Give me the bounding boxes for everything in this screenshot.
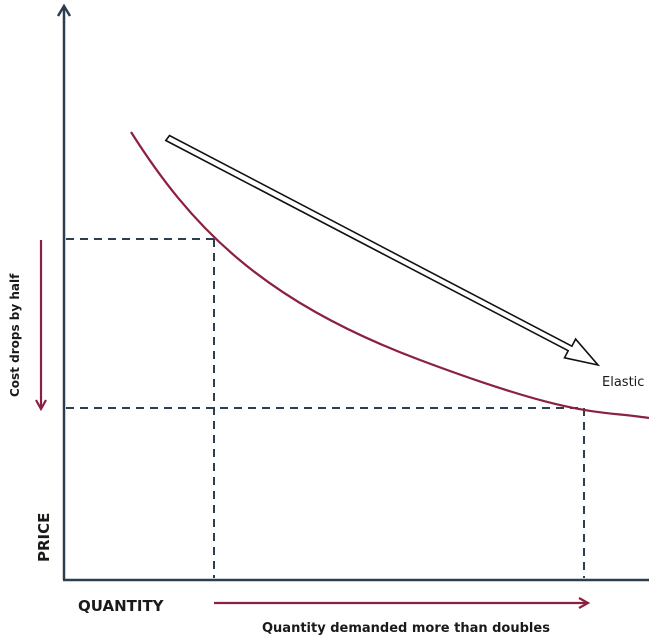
x-axis-label: QUANTITY [78, 597, 165, 615]
curve-label: Elastic [602, 375, 644, 390]
quantity-change-arrowhead [578, 597, 591, 609]
y-axis-arrowhead [56, 3, 72, 17]
price-change-label: Cost drops by half [8, 273, 22, 397]
demand-curve [130, 131, 649, 420]
price-change-arrowhead [35, 399, 47, 412]
y-axis-label: PRICE [35, 513, 53, 562]
movement-arrow [164, 134, 601, 367]
quantity-change-label: Quantity demanded more than doubles [262, 621, 550, 636]
